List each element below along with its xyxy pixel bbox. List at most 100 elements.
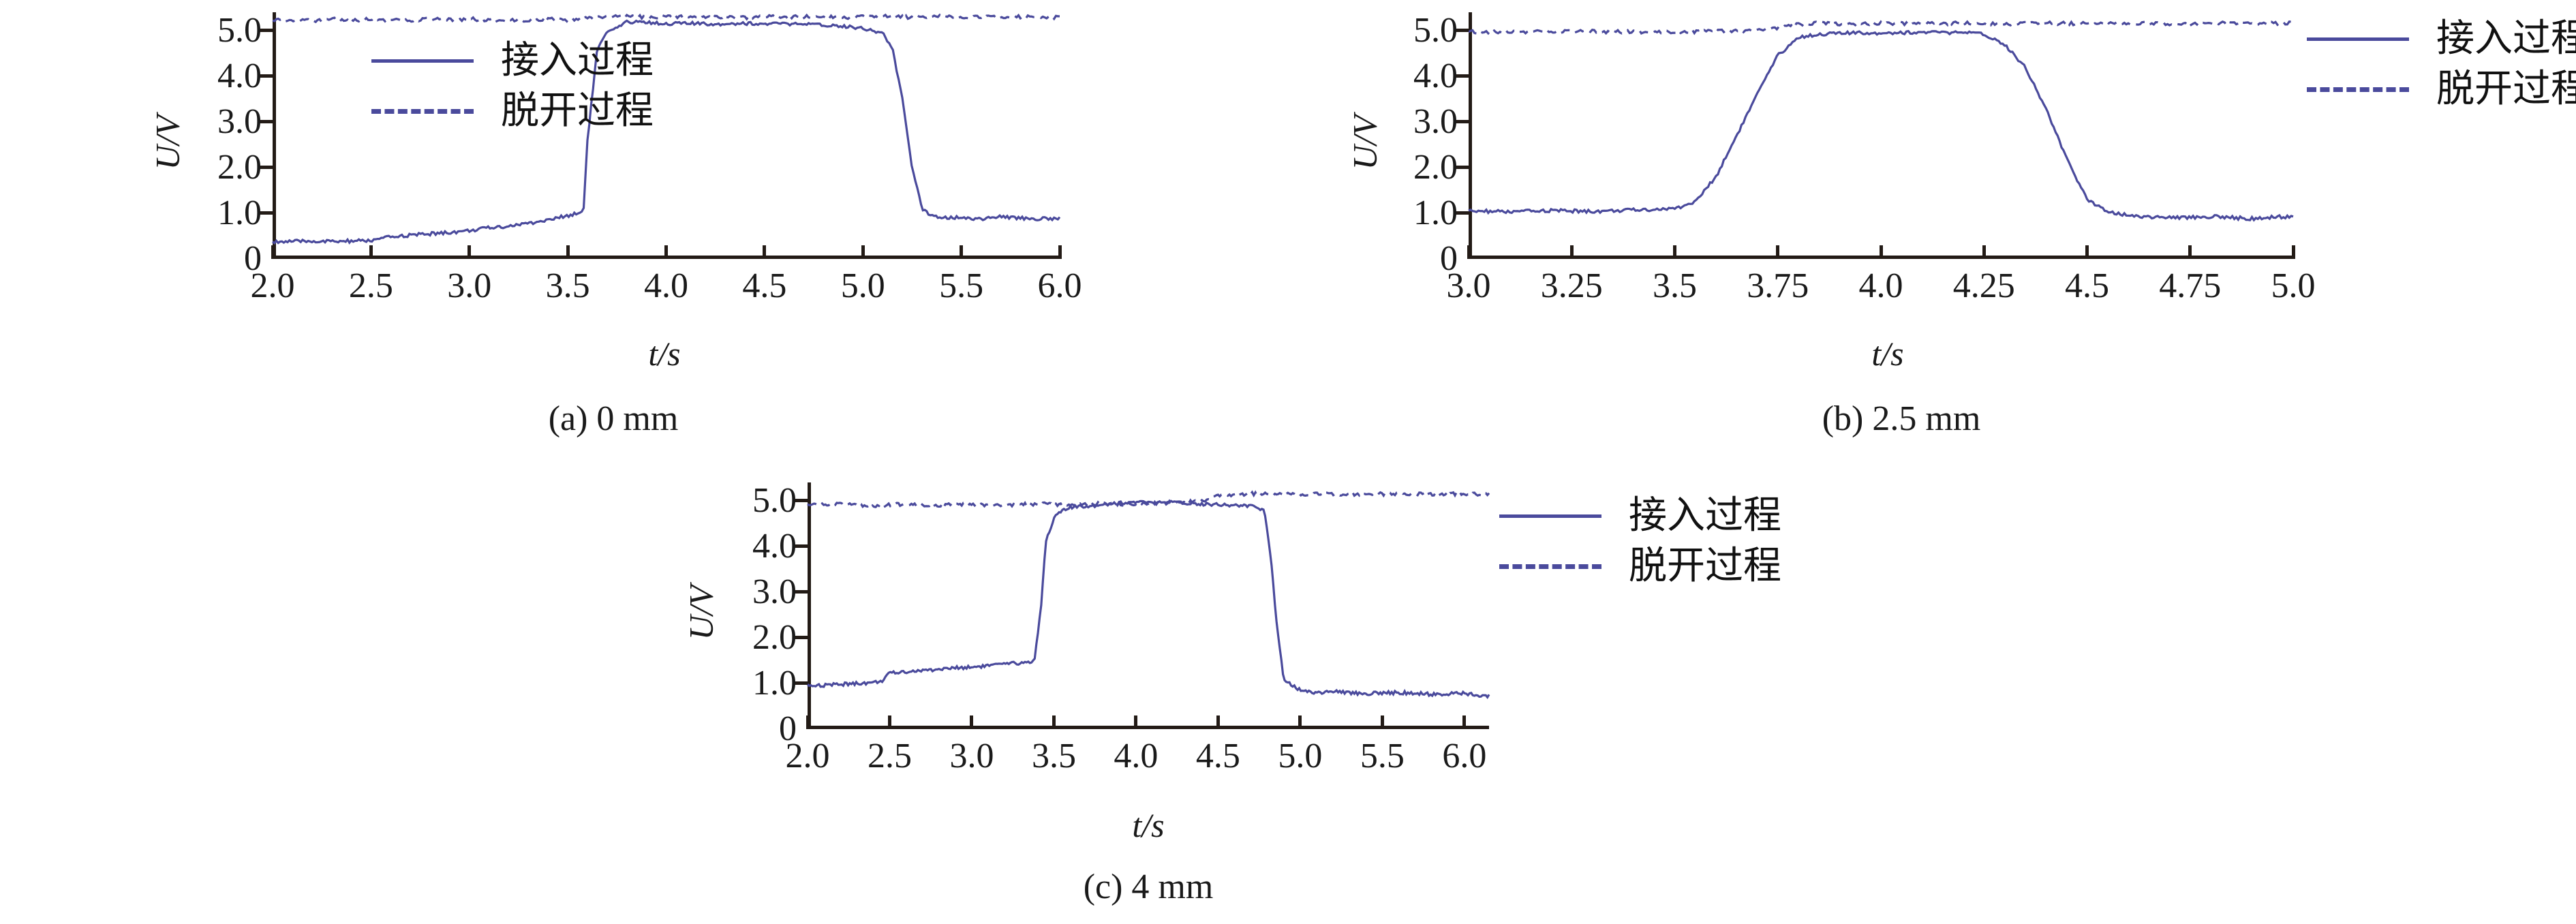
series-svg-a	[272, 13, 1061, 245]
panel-caption-c: (c) 4 mm	[1083, 867, 1214, 906]
x-tick-a-0	[271, 245, 275, 259]
x-tick-a-6	[861, 245, 865, 259]
data-series-a-solid	[272, 19, 1061, 245]
y-tick-label-b-0: 0	[1440, 239, 1458, 278]
x-tick-a-5	[763, 245, 767, 259]
y-tick-c-2	[794, 636, 808, 640]
y-tick-c-3	[794, 590, 808, 594]
plot-area-a: 0 1.0 2.0 3.0 4.0 5.0 2.0 2.5 3.0 3.5 4.0 4.5 5.0 5.5…	[217, 12, 1082, 304]
panel-caption-a: (a) 0 mm	[548, 399, 679, 438]
y-tick-b-1	[1455, 211, 1469, 215]
y-tick-label-b-3: 3.0	[1413, 102, 1458, 141]
y-tick-label-b-5: 5.0	[1413, 10, 1458, 50]
plot-area-c: 0 1.0 2.0 3.0 4.0 5.0 2.0 2.5 3.0 3.5 4.0 4.5 5.0 5.5…	[752, 482, 1490, 774]
legend-row-dashed-b: 脱开过程	[2307, 64, 2576, 114]
y-tick-c-5	[794, 499, 808, 503]
y-tick-label-c-5: 5.0	[752, 480, 797, 520]
x-tick-b-2	[1673, 245, 1676, 259]
y-axis-line-b	[1469, 12, 1472, 259]
legend-label-solid-b: 接入过程	[2436, 16, 2576, 61]
panel-b: 0 1.0 2.0 3.0 4.0 5.0 3.0 3.25 3.5 3.75 4.0 4.25 4.5…	[1288, 0, 2576, 450]
series-svg-b	[1468, 20, 2295, 222]
x-tick-label-a-8: 6.0	[1037, 266, 1082, 305]
legend-b: 接入过程 脱开过程	[2307, 14, 2576, 114]
x-tick-label-c-7: 5.5	[1360, 737, 1405, 775]
x-tick-c-8	[1462, 715, 1467, 729]
y-tick-a-5	[259, 29, 273, 33]
y-tick-a-1	[259, 211, 273, 215]
x-tick-c-1	[887, 715, 891, 729]
x-tick-c-6	[1298, 715, 1302, 729]
x-tick-label-b-8: 5.0	[2271, 266, 2316, 305]
x-tick-label-c-8: 6.0	[1442, 737, 1487, 775]
y-axis-line-c	[808, 482, 811, 729]
y-tick-label-c-2: 2.0	[752, 617, 797, 657]
y-tick-label-a-0: 0	[244, 239, 262, 278]
x-tick-a-3	[566, 245, 570, 259]
x-tick-b-8	[2291, 245, 2295, 259]
x-tick-label-c-0: 2.0	[785, 737, 830, 775]
legend-label-solid-c: 接入过程	[1629, 493, 1781, 538]
x-tick-label-c-3: 3.5	[1031, 737, 1076, 775]
y-tick-label-c-1: 1.0	[752, 663, 797, 703]
x-tick-label-b-7: 4.75	[2159, 266, 2222, 305]
x-tick-label-a-1: 2.5	[348, 266, 393, 305]
legend-a: 接入过程 脱开过程	[371, 35, 654, 136]
x-tick-c-4	[1134, 715, 1138, 729]
y-tick-label-c-3: 3.0	[752, 572, 797, 611]
y-tick-label-a-3: 3.0	[217, 102, 262, 141]
axes-c	[808, 482, 1489, 729]
x-tick-c-5	[1216, 715, 1220, 729]
legend-line-dashed-icon-c	[1499, 564, 1601, 569]
x-tick-b-7	[2188, 245, 2192, 259]
x-tick-label-c-2: 3.0	[949, 737, 994, 775]
legend-label-dashed-a: 脱开过程	[501, 89, 654, 133]
y-tick-b-4	[1455, 74, 1469, 78]
x-tick-label-a-6: 5.0	[840, 266, 885, 305]
x-tick-a-1	[369, 245, 373, 259]
legend-label-dashed-b: 脱开过程	[2436, 67, 2576, 111]
y-axis-label-b: U/V	[1345, 114, 1384, 170]
legend-row-solid-a: 接入过程	[371, 35, 654, 86]
x-tick-b-1	[1569, 245, 1574, 259]
x-tick-b-3	[1776, 245, 1780, 259]
x-tick-label-b-5: 4.25	[1952, 266, 2015, 305]
series-svg-c	[806, 490, 1490, 700]
x-axis-label-c: t/s	[1132, 806, 1165, 844]
x-tick-c-3	[1052, 715, 1056, 729]
y-axis-label-a: U/V	[148, 114, 187, 170]
x-tick-label-a-0: 2.0	[250, 266, 295, 305]
x-tick-c-7	[1380, 715, 1384, 729]
y-tick-label-c-0: 0	[779, 709, 797, 748]
legend-label-dashed-c: 脱开过程	[1629, 544, 1781, 588]
legend-row-dashed-c: 脱开过程	[1499, 541, 1781, 591]
legend-line-solid-icon-b	[2307, 37, 2409, 41]
panel-c: 0 1.0 2.0 3.0 4.0 5.0 2.0 2.5 3.0 3.5 4.0 4.5 5.0 5.5…	[600, 470, 1888, 924]
legend-line-dashed-icon-b	[2307, 87, 2409, 92]
panel-a: 0 1.0 2.0 3.0 4.0 5.0 2.0 2.5 3.0 3.5 4.0 4.5 5.0 5.5…	[0, 0, 1159, 450]
y-tick-label-c-4: 4.0	[752, 526, 797, 566]
y-tick-label-b-2: 2.0	[1413, 147, 1458, 187]
x-tick-label-a-7: 5.5	[939, 266, 984, 305]
data-series-b-solid	[1468, 29, 2294, 222]
data-series-b-dashed	[1468, 20, 2295, 35]
y-tick-label-b-4: 4.0	[1413, 56, 1458, 95]
x-axis-label-b: t/s	[1871, 335, 1904, 373]
x-tick-label-b-0: 3.0	[1446, 266, 1491, 305]
y-tick-c-4	[794, 544, 808, 549]
x-axis-line-c	[808, 726, 1489, 729]
x-axis-label-a: t/s	[648, 335, 681, 373]
x-tick-label-b-3: 3.75	[1747, 266, 1809, 305]
x-tick-label-a-2: 3.0	[447, 266, 492, 305]
legend-line-solid-icon-a	[371, 59, 474, 63]
x-tick-b-6	[2085, 245, 2089, 259]
y-tick-b-3	[1455, 120, 1469, 124]
x-tick-label-a-5: 4.5	[742, 266, 787, 305]
y-tick-label-a-4: 4.0	[217, 56, 262, 95]
x-tick-label-c-1: 2.5	[867, 737, 912, 775]
panel-caption-b: (b) 2.5 mm	[1822, 399, 1981, 438]
y-tick-b-5	[1455, 29, 1469, 33]
x-tick-c-0	[806, 715, 810, 729]
legend-row-solid-b: 接入过程	[2307, 14, 2576, 64]
